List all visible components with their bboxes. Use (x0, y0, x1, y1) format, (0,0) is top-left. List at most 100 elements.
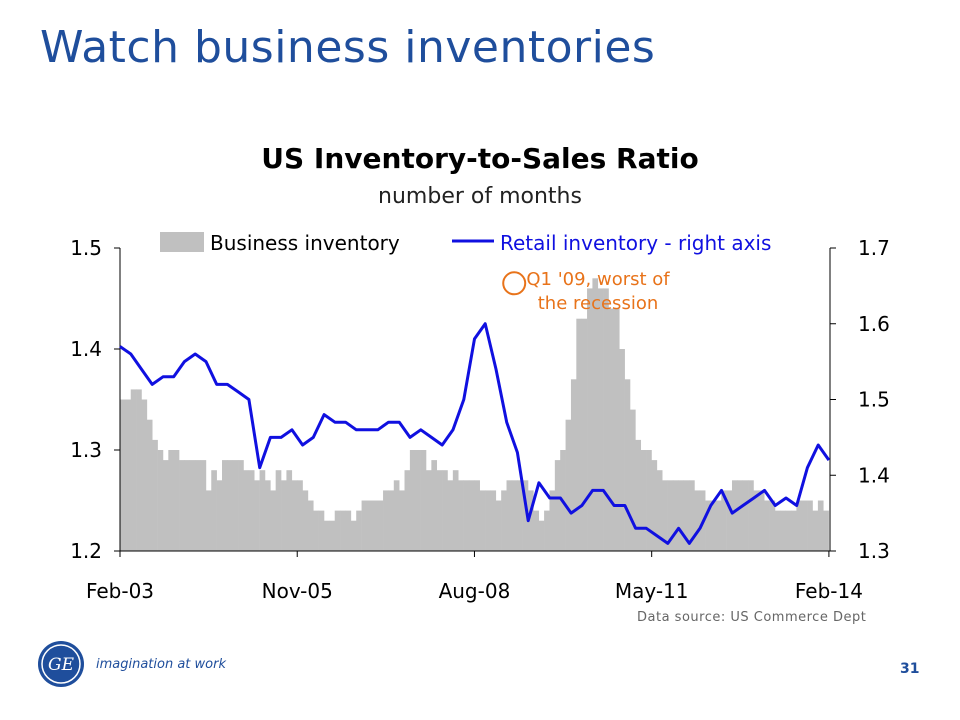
business-inventory-bar (420, 450, 427, 551)
business-inventory-bar (157, 450, 164, 551)
business-inventory-bar (141, 399, 148, 551)
business-inventory-bar (506, 480, 513, 551)
business-inventory-bar (608, 308, 615, 551)
business-inventory-bar (474, 480, 480, 551)
legend-label-business: Business inventory (210, 231, 400, 255)
business-inventory-bar (162, 460, 169, 551)
business-inventory-bar (629, 409, 636, 551)
business-inventory-bar (313, 510, 319, 551)
business-inventory-bar (774, 510, 781, 551)
business-inventory-bar (501, 490, 507, 551)
business-inventory-bar (291, 480, 298, 551)
business-inventory-bar (565, 419, 572, 551)
annotation-text: Q1 '09, worst of (526, 269, 670, 290)
business-inventory-bar (393, 480, 400, 551)
business-inventory-bar (383, 490, 389, 551)
business-inventory-bar (227, 460, 234, 551)
annotation-text: the recession (538, 293, 659, 314)
business-inventory-bar (318, 510, 325, 551)
business-inventory-bar (275, 470, 282, 551)
business-inventory-bar (753, 490, 760, 551)
business-inventory-bar (120, 399, 126, 551)
business-inventory-bar (619, 349, 625, 551)
business-inventory-bar (646, 450, 652, 551)
business-inventory-bar (705, 500, 711, 551)
left-tick-label: 1.4 (70, 337, 102, 361)
left-tick-label: 1.2 (70, 539, 102, 563)
x-tick-label: Nov-05 (262, 579, 333, 603)
business-inventory-bar (731, 480, 738, 551)
business-inventory-bar (248, 470, 255, 551)
business-inventory-bar (517, 480, 523, 551)
business-inventory-bar (146, 419, 153, 551)
business-inventory-bar (485, 490, 491, 551)
business-inventory-bar (361, 500, 368, 551)
business-inventory-bar (748, 480, 754, 551)
business-inventory-bar (232, 460, 239, 551)
business-inventory-bar (592, 278, 599, 551)
business-inventory-bar (758, 490, 765, 551)
x-tick-label: Aug-08 (439, 579, 511, 603)
data-source-note: Data source: US Commerce Dept (637, 610, 867, 625)
business-inventory-bar (576, 318, 582, 551)
tagline: imagination at work (96, 657, 226, 672)
business-inventory-bar (452, 470, 459, 551)
business-inventory-bar (130, 389, 137, 551)
business-inventory-bar (307, 500, 314, 551)
page-number: 31 (900, 661, 920, 677)
business-inventory-bar (823, 510, 829, 551)
legend-swatch-business (160, 232, 204, 252)
business-inventory-bar (377, 500, 384, 551)
business-inventory-bar (302, 490, 309, 551)
business-inventory-bar (216, 480, 223, 551)
business-inventory-bar (511, 480, 518, 551)
business-inventory-bar (737, 480, 744, 551)
business-inventory-bar (678, 480, 684, 551)
business-inventory-bar (581, 318, 588, 551)
business-inventory-bar (651, 460, 658, 551)
business-inventory-bar (796, 500, 803, 551)
business-inventory-bar (597, 288, 604, 551)
business-inventory-bar (436, 470, 443, 551)
left-tick-label: 1.3 (70, 438, 102, 462)
business-inventory-bar (222, 460, 228, 551)
business-inventory-bar (189, 460, 196, 551)
business-inventory-bar (179, 460, 185, 551)
business-inventory-bar (442, 470, 448, 551)
business-inventory-bar (527, 490, 534, 551)
business-inventory-bar (613, 308, 620, 551)
business-inventory-bar (694, 490, 701, 551)
right-tick-label: 1.4 (858, 463, 890, 487)
business-inventory-bar (152, 439, 158, 551)
business-inventory-bar (168, 450, 174, 551)
business-inventory-bar (635, 439, 642, 551)
business-inventory-bar (522, 480, 529, 551)
business-inventory-bar (780, 510, 786, 551)
business-inventory-bar (399, 490, 405, 551)
business-inventory-bar (715, 500, 722, 551)
business-inventory-bar (683, 480, 690, 551)
chart-title: US Inventory-to-Sales Ratio (261, 142, 699, 175)
right-tick-label: 1.6 (858, 312, 890, 336)
business-inventory-bar (334, 510, 341, 551)
business-inventory-bar (259, 470, 266, 551)
business-inventory-bar (490, 490, 497, 551)
business-inventory-bar (689, 480, 695, 551)
business-inventory-bar (587, 288, 593, 551)
business-inventory-bar (807, 500, 813, 551)
business-inventory-bar (533, 510, 540, 551)
x-tick-label: May-11 (615, 579, 689, 603)
inventory-sales-chart: 1.2 1.3 1.4 1.5 1.3 1.4 1.5 1.6 1.7 Feb-03 Nov-05 A… (70, 231, 890, 603)
business-inventory-bar (356, 510, 362, 551)
business-inventory-bar (184, 460, 191, 551)
business-inventory-bar (329, 520, 336, 551)
business-inventory-bar (672, 480, 679, 551)
legend-label-retail: Retail inventory - right axis (500, 231, 771, 255)
x-tick-label: Feb-03 (86, 579, 154, 603)
business-inventory-bar (243, 470, 250, 551)
logo-text: GE (48, 655, 75, 675)
business-inventory-bar (415, 450, 421, 551)
business-inventory-bar (264, 480, 271, 551)
ge-logo[interactable]: GE (37, 640, 85, 688)
business-inventory-bar (345, 510, 352, 551)
